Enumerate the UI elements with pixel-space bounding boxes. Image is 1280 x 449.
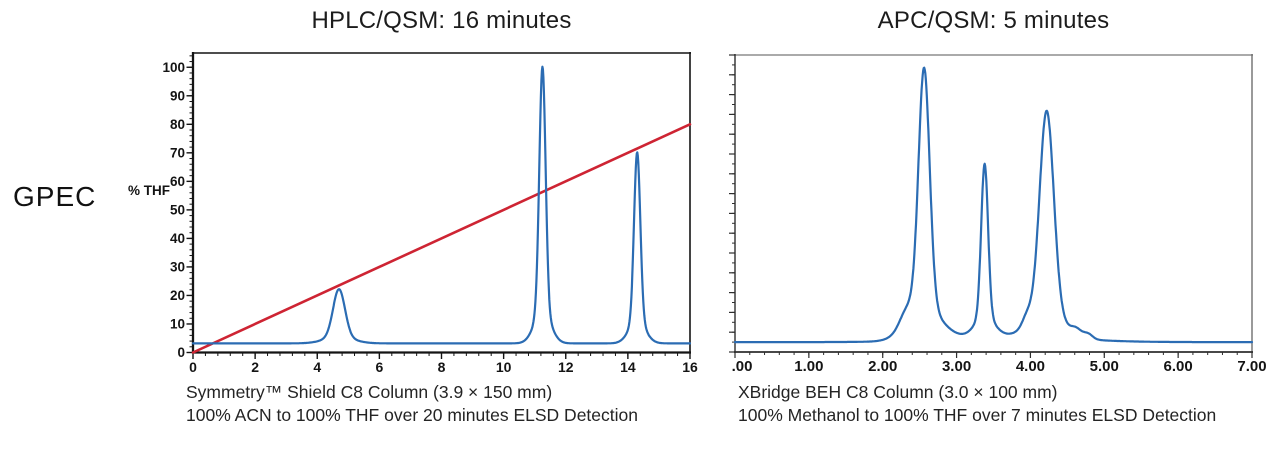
x-tick-label: .00: [732, 358, 753, 375]
hplc-chromatogram-plot: 0 2 4 6 8 10 12 14 16 0 10 20 30 40 50 60 70 80 90 100: [162, 52, 698, 375]
elsd-trace: [733, 66, 1254, 344]
y-tick-label: 50: [170, 202, 185, 217]
x-tick-label: 8: [438, 359, 446, 375]
apc-caption: XBridge BEH C8 Column (3.0 × 100 mm) 100…: [738, 381, 1216, 427]
hplc-caption-column: Symmetry™ Shield C8 Column (3.9 × 150 mm…: [186, 382, 553, 402]
y-tick-label: 10: [170, 316, 185, 331]
hplc-caption: Symmetry™ Shield C8 Column (3.9 × 150 mm…: [186, 381, 638, 427]
x-tick-label: 6.00: [1164, 358, 1193, 375]
hplc-caption-gradient: 100% ACN to 100% THF over 20 minutes ELS…: [186, 405, 638, 425]
x-tick-label: 2: [251, 359, 259, 375]
x-tick-label: 7.00: [1237, 358, 1266, 375]
apc-caption-gradient: 100% Methanol to 100% THF over 7 minutes…: [738, 405, 1217, 425]
apc-chromatogram-plot: .00 1.00 2.00 3.00 4.00 5.00 6.00 7.00: [729, 54, 1267, 375]
y-axis-label-thf: % THF: [128, 183, 170, 198]
y-tick-label: 40: [170, 231, 185, 246]
row-label-gpec: GPEC: [13, 181, 97, 212]
y-tick-label: 20: [170, 288, 185, 303]
x-tick-label: 10: [496, 359, 512, 375]
y-tick-label: 70: [170, 145, 185, 160]
y-tick-label: 0: [177, 345, 185, 360]
x-tick-label: 14: [620, 359, 636, 375]
x-tick-label: 4: [313, 359, 321, 375]
y-tick-label: 30: [170, 259, 185, 274]
x-tick-label: 0: [189, 359, 197, 375]
x-tick-label: 6: [375, 359, 383, 375]
x-tick-label: 2.00: [868, 358, 897, 375]
apc-caption-column: XBridge BEH C8 Column (3.0 × 100 mm): [738, 382, 1058, 402]
x-tick-label: 12: [558, 359, 574, 375]
apc-chart-title: APC/QSM: 5 minutes: [877, 7, 1110, 34]
x-tick-label: 5.00: [1090, 358, 1119, 375]
x-tick-label: 1.00: [794, 358, 823, 375]
y-tick-label: 80: [170, 117, 185, 132]
elsd-trace: [191, 65, 692, 345]
x-tick-label: 3.00: [942, 358, 971, 375]
x-tick-label: 16: [682, 359, 698, 375]
x-tick-label: 4.00: [1016, 358, 1045, 375]
y-tick-label: 60: [170, 174, 185, 189]
y-tick-label: 100: [162, 60, 185, 75]
hplc-chart-title: HPLC/QSM: 16 minutes: [311, 7, 572, 34]
y-tick-label: 90: [170, 88, 185, 103]
thf-gradient-line: [191, 123, 692, 354]
